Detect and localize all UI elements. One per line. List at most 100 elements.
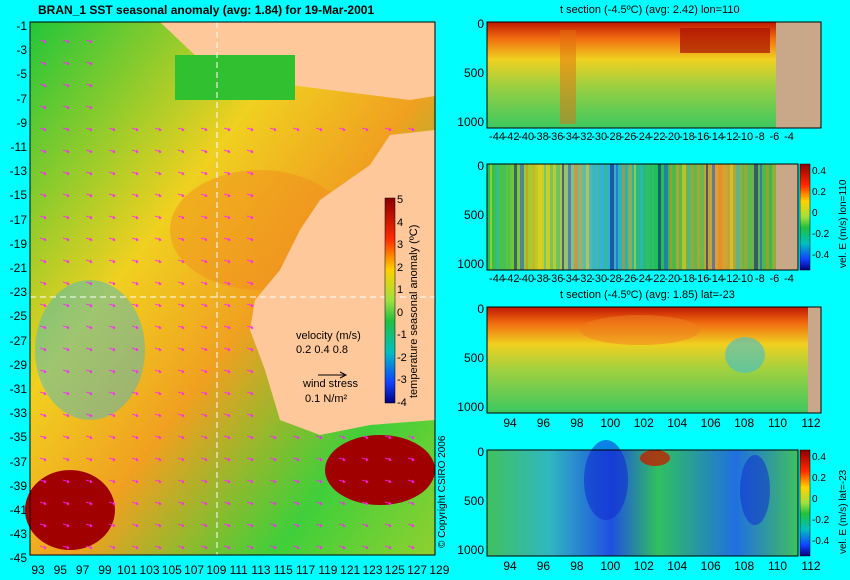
panel2-stripe xyxy=(712,164,715,270)
lon-tick-label: 117 xyxy=(296,563,316,577)
wind-arrow xyxy=(131,281,139,286)
wind-arrow xyxy=(154,501,162,506)
panel-x-tick-label: -12 xyxy=(722,131,739,143)
panel-y-tick-label: 0 xyxy=(477,17,484,31)
panel-x-tick-label: 108 xyxy=(734,416,755,430)
wind-arrow xyxy=(384,479,392,484)
wind-arrow xyxy=(223,149,231,154)
wind-arrow xyxy=(85,193,93,198)
wind-arrow xyxy=(39,237,47,242)
wind-arrow xyxy=(200,479,208,484)
wind-legend-title: wind stress xyxy=(303,378,359,390)
panel2-stripe xyxy=(688,164,690,270)
wind-arrow xyxy=(246,303,254,308)
wind-arrow xyxy=(407,127,415,132)
panel2-stripe xyxy=(610,164,614,270)
wind-arrow xyxy=(177,501,185,506)
panel-y-tick-label: 1000 xyxy=(457,400,484,414)
wind-arrow xyxy=(62,347,70,352)
panel-x-tick-label: 110 xyxy=(767,559,788,573)
wind-arrow xyxy=(154,479,162,484)
wind-arrow xyxy=(62,259,70,264)
panel2-stripe xyxy=(658,164,661,270)
wind-arrow xyxy=(223,193,231,198)
panel-x-tick-label: 102 xyxy=(633,559,654,573)
wind-arrow xyxy=(131,149,139,154)
wind-arrow xyxy=(39,303,47,308)
wind-arrow xyxy=(131,347,139,352)
wind-arrow xyxy=(85,105,93,110)
wind-arrow xyxy=(62,39,70,44)
wind-arrow xyxy=(131,237,139,242)
wind-arrow xyxy=(246,171,254,176)
wind-arrow xyxy=(384,523,392,528)
wind-arrow xyxy=(200,545,208,550)
lat-tick-label: -11 xyxy=(10,140,27,154)
panel2-stripe xyxy=(706,164,708,270)
wind-arrow xyxy=(85,501,93,506)
wind-arrow xyxy=(315,479,323,484)
wind-arrow xyxy=(85,435,93,440)
wind-arrow xyxy=(200,281,208,286)
wind-arrow xyxy=(177,171,185,176)
wind-arrow xyxy=(177,523,185,528)
colorbar-tick-label: 3 xyxy=(397,239,404,251)
panel-x-tick-label: -6 xyxy=(769,131,780,143)
panel-x-tick-label: 98 xyxy=(570,416,584,430)
panel-x-tick-label: -42 xyxy=(503,131,520,143)
velocity-arrows xyxy=(39,39,415,550)
wind-arrow xyxy=(131,457,139,462)
colorbar-tick-label: -1 xyxy=(397,329,407,341)
panel-y-tick-label: 500 xyxy=(463,494,484,508)
wind-arrow xyxy=(223,479,231,484)
wind-arrow xyxy=(154,523,162,528)
lon-tick-label: 125 xyxy=(384,563,405,577)
panel2-stripe xyxy=(598,164,600,270)
wind-arrow xyxy=(223,303,231,308)
panel2-stripe xyxy=(604,164,607,270)
panel2-stripe xyxy=(496,164,499,270)
panel4-westward-jet-2 xyxy=(740,455,770,525)
sst-colorbar xyxy=(384,197,396,404)
panel-x-tick-label: -20 xyxy=(664,131,681,143)
panel2-stripe xyxy=(742,164,744,270)
wind-arrow xyxy=(246,281,254,286)
wind-arrow xyxy=(62,479,70,484)
colorbar-tick-label: 5 xyxy=(397,194,404,206)
wind-arrow xyxy=(62,391,70,396)
wind-arrow xyxy=(384,545,392,550)
wind-arrow xyxy=(108,369,116,374)
panel-x-tick-label: -26 xyxy=(620,273,637,285)
wind-arrow xyxy=(177,545,185,550)
wind-arrow xyxy=(246,127,254,132)
panel2-stripe xyxy=(700,164,704,270)
panel-y-tick-label: 500 xyxy=(463,351,484,365)
wind-arrow xyxy=(223,127,231,132)
panel-y-tick-label: 500 xyxy=(463,66,484,80)
panel-x-tick-label: -26 xyxy=(620,131,637,143)
lon-tick-label: 103 xyxy=(139,563,160,577)
wind-arrow xyxy=(269,501,277,506)
wind-arrow xyxy=(108,193,116,198)
lon-tick-label: 121 xyxy=(340,563,361,577)
wind-arrow xyxy=(62,171,70,176)
wind-arrow xyxy=(407,545,415,550)
wind-arrow xyxy=(315,523,323,528)
wind-arrow xyxy=(131,523,139,528)
lon-tick-label: 115 xyxy=(273,563,293,577)
lon-tick-label: 129 xyxy=(429,563,450,577)
panel-x-tick-label: -8 xyxy=(754,131,765,143)
panel-x-tick-label: 94 xyxy=(503,416,517,430)
wind-arrow xyxy=(85,281,93,286)
wind-arrow xyxy=(108,435,116,440)
panel2-stripe xyxy=(616,164,618,270)
wind-arrow xyxy=(177,259,185,264)
wind-arrow xyxy=(200,413,208,418)
wind-arrow xyxy=(269,523,277,528)
wind-arrow xyxy=(154,303,162,308)
wind-arrow xyxy=(177,303,185,308)
panel-x-tick-label: -22 xyxy=(649,273,666,285)
panel2-stripe xyxy=(652,164,654,270)
wind-arrow xyxy=(384,501,392,506)
panel2-stripe xyxy=(508,164,510,270)
